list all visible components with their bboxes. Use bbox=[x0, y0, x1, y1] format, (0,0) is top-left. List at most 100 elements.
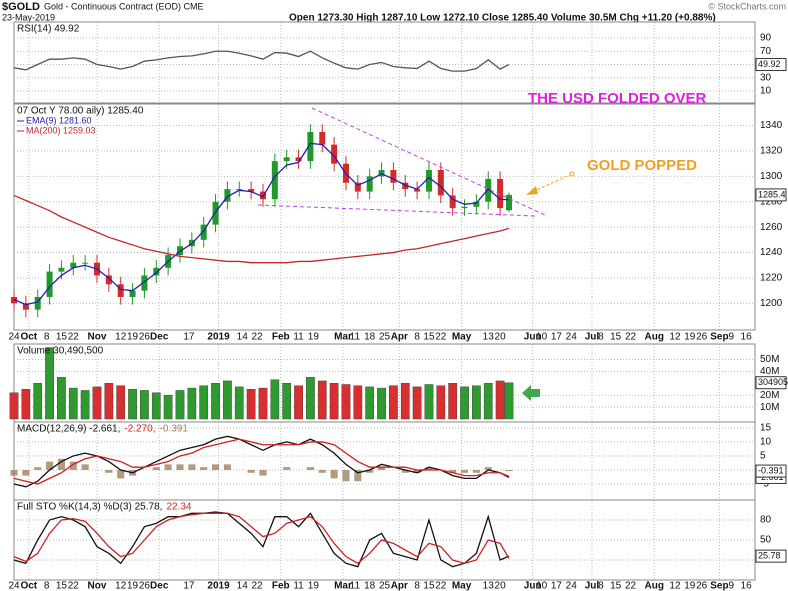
x-tick-label: 26 bbox=[139, 581, 151, 591]
histogram-bar bbox=[176, 464, 184, 470]
histogram-bar bbox=[306, 467, 314, 470]
histogram-bar bbox=[484, 467, 492, 470]
credit: © StockCharts.com bbox=[708, 1, 786, 11]
annotation: GOLD POPPED bbox=[587, 157, 697, 174]
x-tick-label: 15 bbox=[423, 581, 435, 591]
x-tick-label: 19 bbox=[127, 581, 139, 591]
volume-bar bbox=[187, 387, 197, 420]
volume-bar bbox=[199, 385, 209, 420]
volume-bar bbox=[57, 377, 66, 420]
value-box-bg bbox=[755, 188, 787, 202]
candle-body bbox=[366, 176, 373, 192]
volume-bar bbox=[400, 383, 410, 420]
x-tick-label: Aug bbox=[644, 581, 663, 591]
panel-title: Volume 30,490,500 bbox=[17, 346, 104, 357]
candle-body bbox=[34, 296, 41, 310]
histogram-bar bbox=[460, 469, 469, 473]
histogram-bar bbox=[283, 467, 291, 470]
x-tick-label: 10 bbox=[536, 581, 548, 591]
volume-bar bbox=[448, 383, 458, 420]
x-tick-label: Aug bbox=[644, 332, 663, 343]
volume-bar bbox=[282, 383, 292, 420]
x-tick-label: 22 bbox=[625, 581, 637, 591]
candle-body bbox=[414, 189, 421, 192]
histogram-bar bbox=[366, 469, 374, 473]
x-tick-label: 19 bbox=[684, 332, 696, 343]
candle-body bbox=[129, 290, 136, 297]
value-box-label: 1285.4 bbox=[758, 189, 786, 199]
x-tick-label: 25 bbox=[379, 581, 391, 591]
histogram-bar bbox=[342, 469, 350, 482]
x-tick-label: Oct bbox=[20, 332, 37, 343]
trend-line bbox=[311, 107, 546, 216]
x-tick-label: 14 bbox=[237, 332, 249, 343]
x-tick-label: 9 bbox=[729, 332, 735, 343]
x-tick-label: Oct bbox=[20, 581, 37, 591]
x-tick-label: Nov bbox=[88, 581, 107, 591]
candle-body bbox=[505, 194, 512, 211]
histogram-bar bbox=[34, 467, 42, 470]
date: 23-May-2019 bbox=[2, 12, 55, 22]
y-tick-label: 1240 bbox=[760, 247, 783, 258]
histogram-bar bbox=[223, 464, 231, 470]
value-box: 25.78 bbox=[755, 549, 787, 563]
x-tick-label: 2019 bbox=[207, 332, 230, 343]
y-tick-label: 80 bbox=[760, 515, 772, 526]
candle-body bbox=[117, 284, 124, 297]
y-tick-label: 90 bbox=[760, 33, 772, 44]
volume-bar bbox=[234, 386, 244, 420]
y-tick-label: 1260 bbox=[760, 222, 783, 233]
x-tick-label: Apr bbox=[391, 332, 408, 343]
volume-bar bbox=[436, 385, 446, 420]
x-tick-label: 16 bbox=[741, 581, 753, 591]
y-tick-label: 30 bbox=[760, 72, 772, 83]
volume-bar bbox=[412, 386, 422, 420]
x-tick-label: 19 bbox=[308, 332, 320, 343]
volume-bar bbox=[116, 385, 126, 420]
x-tick-label: 11 bbox=[293, 332, 304, 343]
candle-body bbox=[46, 271, 53, 297]
series-line bbox=[13, 512, 510, 565]
volume-bar bbox=[460, 386, 469, 420]
y-tick-label: 10M bbox=[760, 402, 779, 413]
histogram-bar bbox=[505, 469, 513, 472]
x-tick-label: Sep bbox=[710, 581, 728, 591]
histogram-bar bbox=[152, 467, 160, 470]
histogram-bar bbox=[46, 461, 54, 470]
y-tick-label: 15 bbox=[760, 423, 772, 434]
candle-body bbox=[105, 275, 112, 285]
x-tick-label: 24 bbox=[8, 581, 20, 591]
value-box: 49.92 bbox=[755, 58, 787, 72]
x-tick-label: 12 bbox=[115, 332, 127, 343]
x-tick-label: 12 bbox=[669, 332, 681, 343]
candle-body bbox=[295, 157, 302, 162]
x-tick-label: 8 bbox=[414, 581, 420, 591]
candle-body bbox=[497, 178, 504, 209]
series-line bbox=[13, 50, 510, 72]
histogram-bar bbox=[22, 469, 30, 476]
volume-arrow bbox=[522, 385, 540, 401]
x-tick-label: 17 bbox=[551, 581, 563, 591]
x-tick-label: 22 bbox=[435, 581, 447, 591]
volume-bar bbox=[270, 379, 280, 420]
histogram-bar bbox=[211, 464, 220, 470]
x-tick-label: Mar bbox=[334, 581, 352, 591]
value-box-label: 25.78 bbox=[758, 551, 781, 561]
series-line bbox=[13, 511, 510, 568]
x-tick-label: 26 bbox=[696, 332, 708, 343]
volume-bar bbox=[211, 383, 220, 420]
candle-body bbox=[283, 157, 290, 162]
value-box: 30490500 bbox=[755, 376, 788, 390]
histogram-bar bbox=[401, 469, 409, 473]
x-tick-label: 8 bbox=[598, 332, 604, 343]
legend-entry: Full STO %K(14,3) %D(3) 25.78, bbox=[17, 502, 162, 513]
volume-bar bbox=[294, 385, 303, 420]
x-tick-label: 11 bbox=[293, 581, 304, 591]
x-tick-label: 15 bbox=[423, 332, 435, 343]
volume-bar bbox=[472, 385, 481, 420]
y-tick-label: 50M bbox=[760, 354, 779, 365]
x-tick-label: 20 bbox=[495, 332, 507, 343]
value-box-label: 30490500 bbox=[758, 377, 788, 387]
volume-bar bbox=[365, 386, 375, 420]
